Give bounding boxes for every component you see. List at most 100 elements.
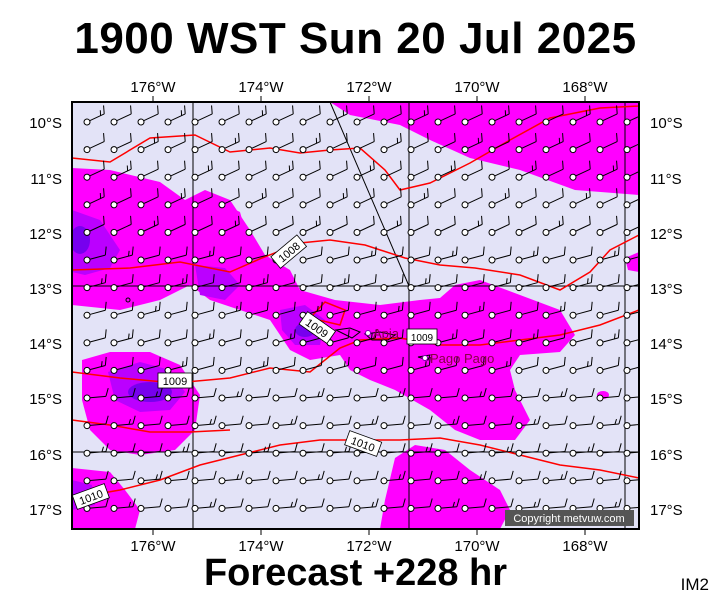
- lat-label: 12°S: [29, 226, 62, 243]
- wind-barb: [137, 301, 161, 319]
- wind-barb: [218, 215, 240, 236]
- lon-label: 174°W: [238, 79, 284, 96]
- latitude-labels-left: 10°S 11°S 12°S 13°S 14°S 15°S 16°S 17°S: [29, 115, 62, 519]
- wind-barb: [245, 215, 267, 236]
- wind-barb: [596, 301, 620, 319]
- wind-barb: [110, 387, 136, 402]
- wind-barb: [407, 133, 429, 154]
- wind-barb: [488, 415, 514, 430]
- wind-barb: [137, 498, 163, 512]
- wind-barb: [596, 443, 622, 457]
- wind-barb: [326, 415, 352, 430]
- wind-barb: [542, 387, 568, 402]
- wind-barb: [191, 443, 217, 457]
- wind-barb: [353, 329, 377, 347]
- wind-barb: [353, 274, 377, 292]
- wind-barb: [245, 356, 269, 374]
- wind-barb: [353, 215, 375, 236]
- wind-barb: [623, 309, 639, 319]
- wind-barb: [353, 498, 379, 512]
- wind-barb: [272, 356, 296, 374]
- lat-label: 15°S: [650, 391, 683, 408]
- wind-barb: [434, 301, 458, 319]
- image-id-badge: IM2: [680, 575, 709, 594]
- wind-barb: [542, 415, 568, 430]
- wind-barb: [326, 133, 348, 154]
- place-label-apia: Apia: [373, 326, 400, 341]
- wind-barb: [353, 188, 375, 209]
- wind-barb: [299, 387, 325, 402]
- wind-barb: [245, 387, 271, 402]
- wind-barb: [326, 274, 350, 292]
- wind-barb: [542, 498, 568, 512]
- wind-barb: [326, 498, 352, 512]
- wind-barb: [272, 387, 298, 402]
- wind-barb: [380, 356, 404, 374]
- wind-barb: [488, 301, 512, 319]
- wind-barb: [110, 188, 132, 209]
- wind-barb: [434, 356, 458, 374]
- wind-barb: [596, 329, 620, 347]
- wind-barb: [461, 246, 485, 264]
- lon-label: 172°W: [346, 538, 392, 555]
- wind-barb: [353, 133, 375, 154]
- wind-barb: [623, 141, 639, 154]
- wind-barb: [434, 470, 460, 485]
- wind-barb: [380, 329, 404, 347]
- wind-barb: [191, 329, 215, 347]
- wind-barb: [245, 188, 267, 209]
- wind-barb: [137, 329, 161, 347]
- wind-barb: [407, 498, 433, 512]
- wind-barb: [515, 498, 541, 512]
- wind-barb: [191, 246, 215, 264]
- wind-barb: [110, 443, 136, 457]
- wind-barb: [515, 246, 539, 264]
- wind-barb: [110, 498, 136, 512]
- wind-barb: [596, 188, 618, 209]
- wind-barb: [83, 470, 109, 485]
- wind-barb: [191, 301, 215, 319]
- wind-barb: [164, 160, 186, 181]
- wind-barb: [380, 470, 406, 485]
- wind-barb: [488, 188, 510, 209]
- wind-barb: [407, 105, 429, 126]
- wind-barb: [218, 188, 240, 209]
- wind-barb: [596, 387, 622, 402]
- wind-barb: [137, 415, 163, 430]
- wind-barb: [191, 356, 215, 374]
- longitude-labels-top: 176°W 174°W 172°W 170°W 168°W: [130, 79, 608, 96]
- lon-label: 168°W: [562, 538, 608, 555]
- wind-barb: [569, 329, 593, 347]
- wind-barb: [272, 301, 296, 319]
- wind-barb: [191, 387, 217, 402]
- wind-barb: [353, 160, 375, 181]
- wind-barb: [272, 329, 296, 347]
- wind-barb: [380, 443, 406, 457]
- wind-barb: [218, 105, 240, 126]
- wind-barb: [434, 415, 460, 430]
- wind-barb: [245, 301, 269, 319]
- wind-barb: [434, 105, 456, 126]
- wind-barb: [515, 215, 537, 236]
- wind-barb: [272, 470, 298, 485]
- wind-barb: [596, 133, 618, 154]
- wind-barb: [623, 422, 639, 430]
- wind-barb: [542, 105, 564, 126]
- wind-barb: [515, 356, 539, 374]
- wind-barb: [407, 160, 429, 181]
- wind-barb: [542, 133, 564, 154]
- wind-barb: [191, 498, 217, 512]
- wind-barb: [461, 356, 485, 374]
- lat-label: 15°S: [29, 391, 62, 408]
- wind-barb: [110, 215, 132, 236]
- wind-barb: [245, 498, 271, 512]
- wind-barb: [488, 215, 510, 236]
- wind-barb: [461, 160, 483, 181]
- wind-barb: [191, 160, 213, 181]
- wind-barb: [164, 415, 190, 430]
- wind-barb: [623, 168, 639, 181]
- wind-barb: [434, 160, 456, 181]
- map-frame: [71, 101, 640, 530]
- wind-barb: [164, 387, 190, 402]
- wind-barb: [272, 133, 294, 154]
